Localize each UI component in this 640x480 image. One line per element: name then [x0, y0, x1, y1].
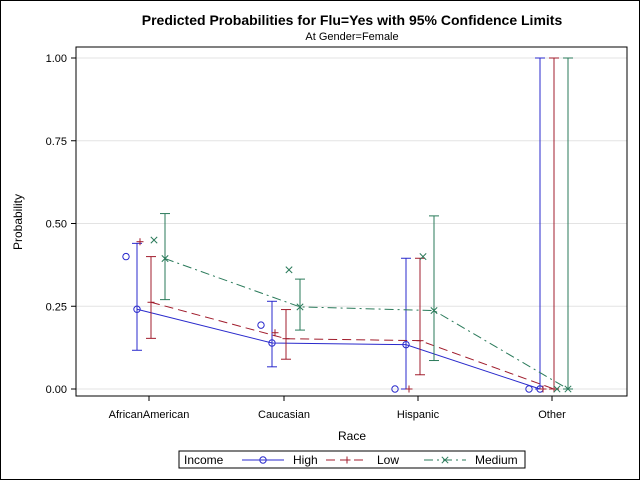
legend-item-high: High	[242, 453, 318, 467]
predicted-point	[282, 335, 290, 343]
legend-item-medium: Medium	[424, 453, 518, 467]
marker-circle	[257, 321, 265, 329]
legend-item-low: Low	[326, 453, 399, 467]
predicted-point	[416, 337, 424, 345]
series-low	[136, 57, 559, 393]
legend-marker	[441, 456, 449, 464]
legend-marker	[259, 456, 267, 464]
plot-area-frame	[75, 46, 628, 397]
x-tick-label: AfricanAmerican	[109, 409, 190, 421]
observed-point	[150, 236, 158, 244]
marker-circle	[133, 305, 141, 313]
legend: Income High Low Medium	[178, 450, 526, 469]
legend-label: Low	[377, 453, 399, 467]
y-tick-label: 1.00	[46, 53, 67, 65]
y-tick-label: 0.75	[46, 136, 67, 148]
legend-marker	[343, 456, 351, 464]
y-tick-label: 0.25	[46, 301, 67, 313]
gridlines	[76, 57, 627, 390]
predicted-point	[133, 305, 141, 313]
x-tick-label: Hispanic	[397, 409, 440, 421]
marker-circle	[391, 385, 399, 393]
series-layer	[122, 57, 573, 393]
x-axis-label: Race	[338, 429, 366, 443]
legend-label: Medium	[475, 453, 518, 467]
observed-point	[553, 385, 561, 393]
legend-items: High Low Medium	[242, 453, 518, 467]
x-axis: AfricanAmerican Caucasian Hispanic Other	[109, 396, 566, 421]
marker-x-b	[553, 385, 561, 393]
marker-circle	[525, 385, 533, 393]
predicted-point	[161, 255, 169, 263]
y-tick-label: 0.50	[46, 219, 67, 231]
observed-point	[136, 238, 144, 246]
x-tick-label: Other	[538, 409, 566, 421]
chart-title: Predicted Probabilities for Flu=Yes with…	[142, 12, 563, 28]
legend-label: High	[293, 453, 318, 467]
legend-box	[178, 450, 526, 469]
series-line-medium	[164, 258, 569, 390]
y-axis-label: Probability	[11, 194, 25, 250]
marker-x-b	[285, 266, 293, 274]
observed-point	[285, 266, 293, 274]
marker-circle	[259, 456, 267, 464]
y-axis: 0.00 0.25 0.50 0.75 1.00	[46, 53, 76, 396]
marker-circle	[402, 340, 410, 349]
predicted-point	[296, 303, 304, 311]
predicted-point	[268, 339, 276, 347]
marker-x-b	[419, 253, 427, 261]
predicted-point	[402, 340, 410, 349]
marker-x-b	[441, 456, 449, 464]
marker-x-b	[150, 236, 158, 244]
predicted-point	[147, 298, 155, 306]
observed-point	[391, 385, 399, 393]
observed-point	[539, 385, 547, 393]
y-tick-label: 0.00	[46, 384, 67, 396]
chart-subtitle: At Gender=Female	[305, 31, 398, 43]
marker-x-b	[296, 303, 304, 311]
observed-point	[271, 329, 279, 337]
marker-x-b	[564, 385, 572, 393]
series-medium	[150, 57, 573, 393]
series-high	[122, 57, 545, 393]
marker-x-b	[161, 255, 169, 263]
observed-point	[122, 252, 130, 261]
predicted-point	[564, 385, 572, 393]
observed-point	[419, 253, 427, 261]
x-tick-label: Caucasian	[258, 409, 310, 421]
marker-circle	[122, 252, 130, 261]
observed-point	[405, 385, 413, 393]
predicted-point	[430, 306, 438, 315]
legend-title: Income	[184, 453, 224, 467]
marker-x-b	[430, 306, 438, 315]
observed-point	[257, 321, 265, 329]
marker-circle	[268, 339, 276, 347]
observed-point	[525, 385, 533, 393]
series-line-high	[136, 308, 541, 390]
